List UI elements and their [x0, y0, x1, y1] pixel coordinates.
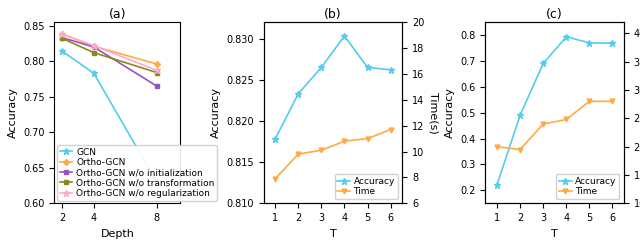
Accuracy	[364, 66, 371, 69]
X-axis label: T: T	[330, 229, 336, 239]
Ortho-GCN w/o initialization	[90, 46, 97, 49]
Accuracy	[586, 41, 593, 44]
Title: (a): (a)	[109, 8, 126, 21]
Time	[540, 122, 547, 125]
Accuracy	[563, 35, 570, 38]
Line: Accuracy: Accuracy	[272, 33, 394, 143]
Accuracy	[294, 92, 302, 95]
Ortho-GCN w/o transformation	[58, 37, 66, 40]
Title: (c): (c)	[547, 8, 563, 21]
Time	[364, 137, 371, 140]
Time	[294, 153, 302, 156]
Accuracy	[340, 35, 348, 37]
Ortho-GCN	[58, 33, 66, 36]
Line: Time: Time	[273, 127, 393, 181]
Time	[340, 140, 348, 143]
Line: Ortho-GCN: Ortho-GCN	[60, 32, 159, 66]
X-axis label: T: T	[551, 229, 558, 239]
Legend: Accuracy, Time: Accuracy, Time	[335, 174, 397, 199]
Line: Time: Time	[495, 99, 615, 152]
Line: Ortho-GCN w/o initialization: Ortho-GCN w/o initialization	[60, 36, 159, 88]
Ortho-GCN w/o initialization	[58, 36, 66, 39]
Legend: Accuracy, Time: Accuracy, Time	[556, 174, 620, 199]
Y-axis label: Accuracy: Accuracy	[445, 87, 455, 138]
Line: Ortho-GCN w/o regularization: Ortho-GCN w/o regularization	[59, 31, 160, 74]
Time	[271, 177, 279, 180]
Time	[586, 100, 593, 103]
Title: (b): (b)	[324, 8, 342, 21]
GCN	[153, 181, 161, 184]
X-axis label: Depth: Depth	[100, 229, 134, 239]
GCN	[90, 72, 97, 75]
Time	[493, 145, 501, 148]
Time	[563, 118, 570, 121]
Line: GCN: GCN	[59, 48, 160, 185]
Accuracy	[516, 114, 524, 117]
Y-axis label: Accuracy: Accuracy	[211, 87, 221, 138]
Ortho-GCN w/o regularization	[90, 44, 97, 47]
Accuracy	[540, 62, 547, 65]
GCN	[58, 50, 66, 53]
Time	[609, 100, 616, 103]
Legend: GCN, Ortho-GCN, Ortho-GCN w/o initialization, Ortho-GCN w/o transformation, Orth: GCN, Ortho-GCN, Ortho-GCN w/o initializa…	[57, 145, 217, 201]
Time	[387, 128, 394, 131]
Y-axis label: Accuracy: Accuracy	[8, 87, 17, 138]
Accuracy	[609, 42, 616, 45]
Accuracy	[387, 68, 394, 71]
Accuracy	[317, 66, 325, 69]
Ortho-GCN w/o regularization	[153, 69, 161, 72]
Line: Accuracy: Accuracy	[493, 33, 616, 188]
Time	[317, 149, 325, 152]
Ortho-GCN	[90, 45, 97, 48]
Accuracy	[271, 138, 279, 141]
Accuracy	[493, 183, 501, 186]
Ortho-GCN	[153, 62, 161, 65]
Line: Ortho-GCN w/o transformation: Ortho-GCN w/o transformation	[60, 36, 159, 75]
Ortho-GCN w/o initialization	[153, 85, 161, 87]
Ortho-GCN w/o regularization	[58, 33, 66, 36]
Ortho-GCN w/o transformation	[153, 71, 161, 74]
Ortho-GCN w/o transformation	[90, 51, 97, 54]
Y-axis label: Time(s): Time(s)	[428, 92, 438, 134]
Time	[516, 148, 524, 151]
